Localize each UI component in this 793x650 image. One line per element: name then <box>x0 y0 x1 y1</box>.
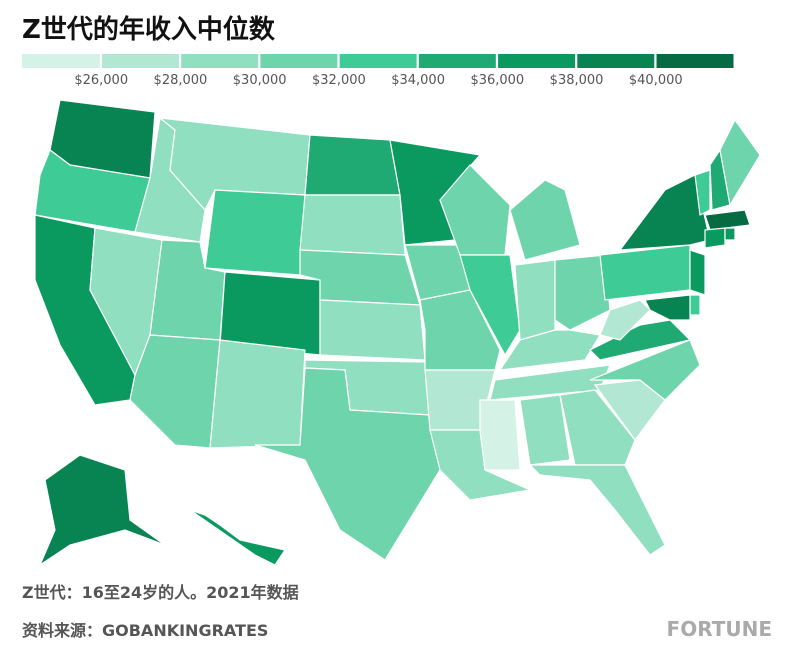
legend-swatch <box>180 54 259 68</box>
legend-label: $30,000 <box>233 73 287 88</box>
region <box>509 179 581 261</box>
source: 资料来源：GOBANKINGRATES <box>22 621 268 640</box>
legend-swatch <box>338 54 417 68</box>
legend-swatch <box>655 54 734 68</box>
legend-label: $28,000 <box>154 73 208 88</box>
legend-swatch <box>22 54 100 68</box>
region <box>304 134 401 196</box>
region <box>479 399 521 471</box>
region <box>559 389 636 466</box>
region <box>38 454 166 567</box>
region <box>704 227 726 249</box>
legend-label: $40,000 <box>629 73 683 88</box>
region <box>439 164 511 256</box>
region <box>204 189 306 276</box>
region <box>644 294 691 321</box>
region <box>599 244 691 301</box>
region <box>209 339 306 449</box>
legend-label: $34,000 <box>391 73 445 88</box>
region <box>519 394 571 466</box>
region <box>719 118 761 207</box>
region <box>319 299 426 361</box>
legend-label: $36,000 <box>470 73 524 88</box>
legend-swatch <box>497 54 576 68</box>
region <box>589 339 701 401</box>
legend-label: $32,000 <box>312 73 366 88</box>
region <box>459 254 521 357</box>
region <box>704 209 751 231</box>
region <box>514 259 556 341</box>
region <box>254 367 441 561</box>
legend-swatch <box>259 54 338 68</box>
region <box>129 334 221 449</box>
legend-swatch <box>101 54 179 68</box>
region <box>299 194 406 256</box>
region <box>554 254 611 331</box>
brand: FORTUNE <box>667 617 772 641</box>
region <box>689 249 706 296</box>
legend-label: $26,000 <box>74 73 128 88</box>
footnote: Z世代：16至24岁的人。2021年数据 <box>22 583 299 602</box>
legend-swatch <box>418 54 496 68</box>
region <box>599 299 651 341</box>
region <box>689 294 701 316</box>
legend-label: $38,000 <box>550 73 604 88</box>
region <box>498 329 601 371</box>
region <box>724 227 736 241</box>
chart-title: Z世代的年收入中位数 <box>22 14 276 45</box>
region <box>694 169 711 216</box>
region <box>189 509 286 566</box>
legend-swatch <box>576 54 655 68</box>
region <box>528 464 666 556</box>
